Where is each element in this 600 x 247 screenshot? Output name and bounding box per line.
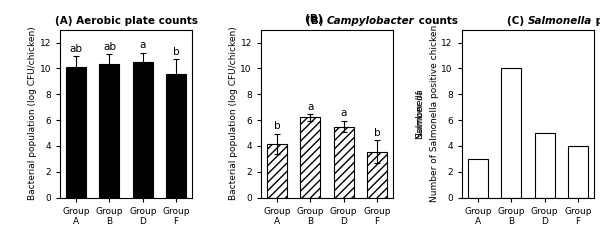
Bar — [166, 74, 186, 198]
Bar — [568, 146, 588, 198]
Title: (A) Aerobic plate counts: (A) Aerobic plate counts — [55, 16, 197, 26]
Text: (C): (C) — [507, 16, 528, 26]
Text: Salmonella: Salmonella — [416, 89, 425, 139]
Bar — [300, 118, 320, 198]
Text: Salmonella: Salmonella — [528, 16, 592, 26]
Bar — [468, 159, 488, 198]
Y-axis label: Bacterial population (log CFU/chicken): Bacterial population (log CFU/chicken) — [28, 27, 37, 201]
Bar — [367, 152, 387, 198]
Text: counts: counts — [415, 16, 458, 26]
Y-axis label: Number of Salmonella positive chicken: Number of Salmonella positive chicken — [430, 25, 439, 202]
Y-axis label: Bacterial population (log CFU/chicken): Bacterial population (log CFU/chicken) — [229, 27, 238, 201]
Text: (B): (B) — [305, 14, 326, 24]
Bar — [501, 68, 521, 198]
Text: a: a — [341, 108, 347, 118]
Bar — [133, 62, 153, 198]
Bar — [100, 64, 119, 198]
Text: prevalence: prevalence — [592, 16, 600, 26]
Text: Campylobacter: Campylobacter — [327, 16, 415, 26]
Text: Number of: Number of — [416, 88, 425, 139]
Text: b: b — [274, 121, 280, 131]
Bar — [334, 126, 354, 198]
Bar — [535, 133, 554, 198]
Text: ab: ab — [103, 41, 116, 52]
Text: b: b — [173, 47, 179, 57]
Text: a: a — [307, 102, 313, 112]
Bar — [267, 144, 287, 198]
Text: b: b — [374, 127, 380, 138]
Bar — [66, 67, 86, 198]
Text: a: a — [140, 40, 146, 50]
Text: ab: ab — [70, 43, 83, 54]
Text: (B): (B) — [306, 16, 327, 26]
